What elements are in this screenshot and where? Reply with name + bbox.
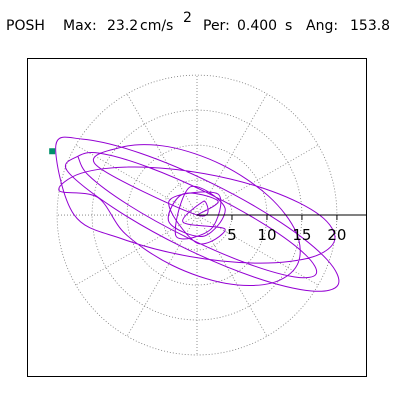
tick-label: 20 — [327, 226, 346, 244]
tick-label: 10 — [257, 226, 276, 244]
angle-label: Ang: — [306, 18, 338, 34]
max-unit: cm/s — [140, 18, 173, 34]
tick-label: 15 — [292, 226, 311, 244]
header: POSH Max: 23.2 cm/s 2 Per: 0.400 s Ang: … — [6, 10, 390, 34]
motion-trace — [55, 136, 340, 292]
max-label: Max: — [63, 18, 97, 34]
period-value: 0.400 — [237, 18, 277, 34]
grid-spoke — [75, 214, 198, 286]
tick-label: 5 — [227, 226, 237, 244]
max-value: 23.2 — [107, 18, 138, 34]
plot-frame — [27, 58, 367, 377]
grid-spoke — [126, 214, 198, 337]
max-unit-exponent: 2 — [183, 10, 192, 26]
grid-spoke — [126, 93, 198, 216]
period-unit: s — [285, 18, 292, 34]
period-label: Per: — [203, 18, 230, 34]
grid-spoke — [196, 144, 319, 216]
grid-spoke — [196, 93, 268, 216]
angle-value: 153.8 — [350, 18, 390, 34]
max-marker — [49, 148, 56, 155]
grid-circle — [56, 74, 338, 356]
grid-spoke — [196, 214, 268, 337]
grid-spoke — [196, 214, 319, 286]
station: POSH — [6, 18, 45, 34]
grid-spoke — [75, 144, 198, 216]
